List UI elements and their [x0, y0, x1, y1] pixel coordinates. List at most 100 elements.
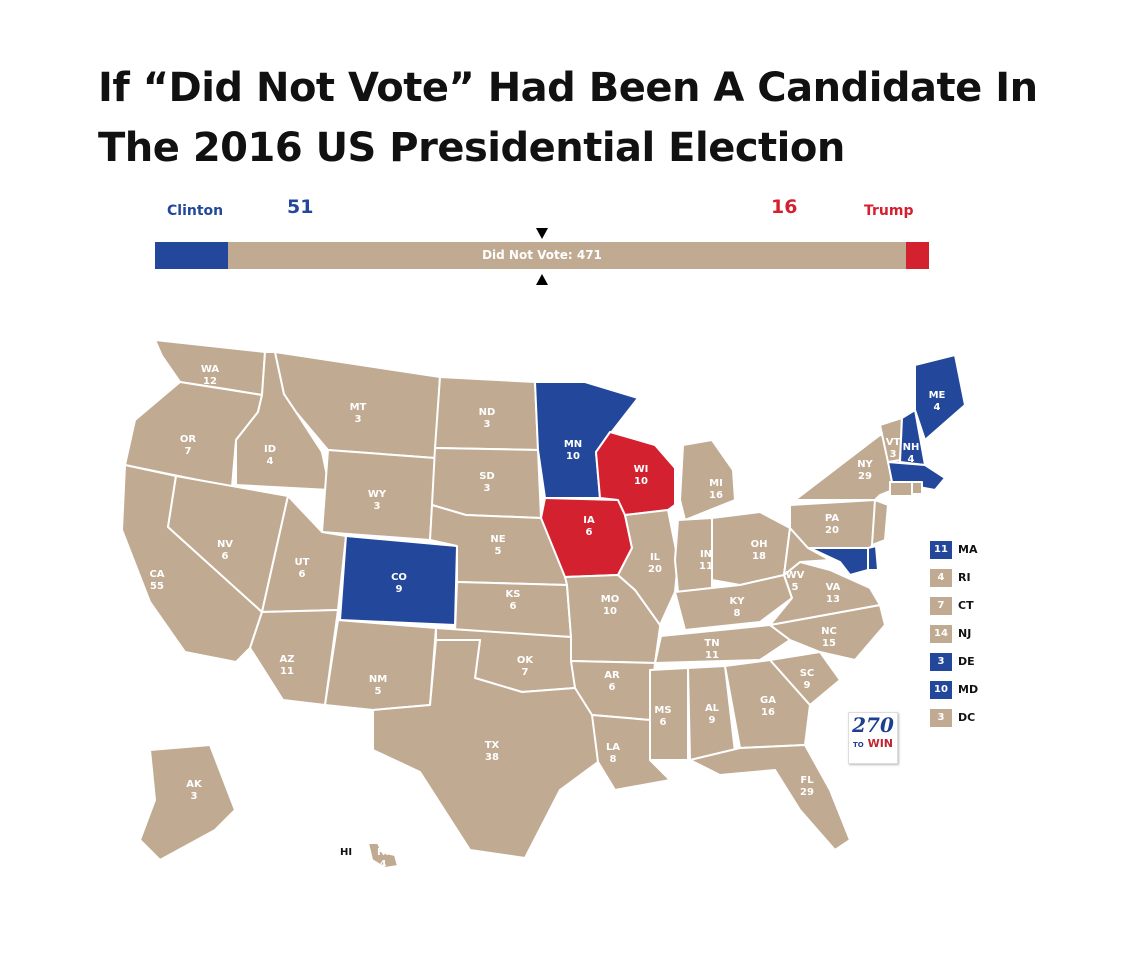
state-ev-vt: 3 [890, 449, 897, 460]
small-state-ev-ri: 4 [930, 569, 952, 587]
logo-number: 270 [852, 713, 894, 737]
state-wi[interactable] [595, 431, 676, 516]
state-ms[interactable] [649, 667, 689, 761]
midpoint-marker-top [536, 228, 548, 239]
small-state-ev-nj: 14 [930, 625, 952, 643]
state-label-sc: SC [800, 668, 815, 679]
electoral-vote-bar: Did Not Vote: 471 [155, 242, 929, 269]
state-ev-pa: 20 [825, 525, 839, 536]
state-ri[interactable] [911, 481, 923, 495]
page-title: If “Did Not Vote” Had Been A Candidate I… [98, 58, 1078, 178]
state-label-me: ME [929, 390, 946, 401]
state-ev-ky: 8 [734, 608, 741, 619]
state-nj[interactable] [871, 499, 889, 546]
state-label-ks: KS [506, 589, 521, 600]
state-label-nh: NH [903, 442, 920, 453]
state-ev-nd: 3 [484, 419, 491, 430]
state-label-nv: NV [217, 539, 233, 550]
state-label-sd: SD [479, 471, 495, 482]
state-ev-sc: 9 [804, 680, 811, 691]
state-md[interactable] [809, 547, 869, 576]
state-tn[interactable] [654, 624, 791, 664]
hi-label: HI [340, 847, 353, 858]
did-not-vote-label: Did Not Vote: 471 [482, 248, 602, 262]
state-ev-ok: 7 [522, 667, 529, 678]
state-label-la: LA [606, 742, 620, 753]
small-state-name-ct: CT [958, 599, 974, 612]
state-label-wy: WY [368, 489, 387, 500]
midpoint-marker-bottom [536, 274, 548, 285]
state-ev-wa: 12 [203, 376, 217, 387]
state-hi[interactable] [367, 842, 399, 869]
state-label-ar: AR [604, 670, 620, 681]
state-wv[interactable] [783, 527, 831, 576]
state-ev-sd: 3 [484, 483, 491, 494]
state-ev-ga: 16 [761, 707, 775, 718]
state-label-al: AL [705, 703, 720, 714]
state-label-wi: WI [634, 464, 649, 475]
trump-votes: 16 [771, 196, 798, 218]
state-label-ne: NE [490, 534, 505, 545]
state-label-az: AZ [280, 654, 295, 665]
state-ct[interactable] [889, 481, 913, 497]
state-label-va: VA [826, 582, 841, 593]
state-label-in: IN [700, 549, 712, 560]
state-label-or: OR [180, 434, 197, 445]
state-az[interactable] [249, 609, 339, 706]
state-label-fl: FL [800, 775, 814, 786]
state-label-ga: GA [760, 695, 776, 706]
state-ev-co: 9 [396, 584, 403, 595]
small-state-ev-ma: 11 [930, 541, 952, 559]
clinton-label: Clinton [167, 203, 224, 219]
state-ev-tx: 38 [485, 752, 499, 763]
state-ev-or: 7 [185, 446, 192, 457]
small-state-ev-ct: 7 [930, 597, 952, 615]
state-ak[interactable] [139, 744, 236, 861]
small-state-name-ri: RI [958, 571, 971, 584]
state-label-tn: TN [704, 638, 719, 649]
trump-label: Trump [864, 203, 914, 219]
state-fl[interactable] [689, 744, 851, 851]
state-il[interactable] [617, 509, 679, 626]
state-ev-oh: 18 [752, 551, 766, 562]
state-ev-ms: 6 [660, 717, 667, 728]
state-label-ms: MS [654, 705, 671, 716]
state-pa[interactable] [789, 499, 886, 549]
trump-segment [905, 242, 929, 269]
state-label-ky: KY [730, 596, 746, 607]
270towin-logo: 270 TO WIN [848, 712, 898, 764]
state-ev-va: 13 [826, 594, 840, 605]
state-label-mn: MN [564, 439, 582, 450]
state-de[interactable] [867, 545, 879, 571]
state-label-il: IL [650, 552, 661, 563]
state-ev-tn: 11 [705, 650, 719, 661]
state-ut[interactable] [261, 495, 347, 613]
state-ev-nh: 4 [908, 454, 915, 465]
state-me[interactable] [914, 354, 966, 441]
state-ev-ca: 55 [150, 581, 164, 592]
state-ev-wy: 3 [374, 501, 381, 512]
state-mi[interactable] [679, 439, 736, 521]
state-ev-wi: 10 [634, 476, 648, 487]
small-state-ev-md: 10 [930, 681, 952, 699]
state-label-nm: NM [369, 674, 387, 685]
clinton-votes: 51 [287, 196, 314, 218]
small-state-name-ma: MA [958, 543, 978, 556]
state-va[interactable] [769, 561, 881, 626]
state-label-pa: PA [825, 513, 839, 524]
state-label-wa: WA [201, 364, 220, 375]
state-ev-ak: 3 [191, 791, 198, 802]
state-ev-al: 9 [709, 715, 716, 726]
state-label-nd: ND [479, 407, 496, 418]
state-ev-ny: 29 [858, 471, 872, 482]
logo-win: TO WIN [852, 737, 893, 750]
small-state-name-de: DE [958, 655, 975, 668]
state-label-mt: MT [350, 402, 367, 413]
state-sc[interactable] [769, 651, 841, 706]
state-ev-me: 4 [934, 402, 941, 413]
state-ev-id: 4 [267, 456, 274, 467]
title-line-2: The 2016 US Presidential Election [98, 125, 845, 171]
state-label-id: ID [264, 444, 276, 455]
state-label-ut: UT [295, 557, 310, 568]
